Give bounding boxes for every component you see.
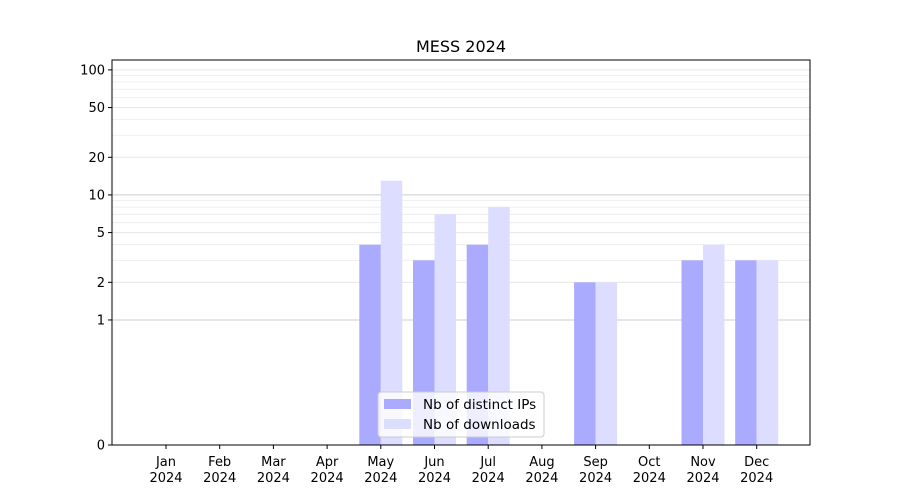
x-axis: Jan2024Feb2024Mar2024Apr2024May2024Jun20… xyxy=(149,445,773,486)
x-tick-label-year: 2024 xyxy=(311,471,344,486)
x-tick-label-year: 2024 xyxy=(740,471,773,486)
bar-distinct-ips xyxy=(681,260,703,445)
bar-downloads xyxy=(703,244,725,445)
x-tick-label-month: Nov xyxy=(690,455,716,470)
y-tick-label: 1 xyxy=(97,313,105,328)
grid xyxy=(112,69,810,446)
legend-label: Nb of downloads xyxy=(423,417,536,433)
x-tick-label-month: Mar xyxy=(261,455,286,470)
y-tick-label: 100 xyxy=(80,63,105,78)
x-tick-label-month: Oct xyxy=(638,455,660,470)
y-tick-label: 2 xyxy=(97,276,105,291)
x-tick-label-month: May xyxy=(367,455,394,470)
legend-label: Nb of distinct IPs xyxy=(423,397,536,413)
x-tick-label-month: Sep xyxy=(583,455,608,470)
x-tick-label-month: Dec xyxy=(744,455,769,470)
bar-downloads xyxy=(488,207,510,445)
legend-swatch xyxy=(384,419,411,429)
plot-area-frame xyxy=(111,59,811,446)
x-tick-label-year: 2024 xyxy=(525,471,558,486)
x-tick-label-month: Jul xyxy=(479,455,496,470)
bar-distinct-ips xyxy=(735,260,757,445)
x-tick-label-year: 2024 xyxy=(149,471,182,486)
y-axis: 0 1 2 5 10 20 50 100 xyxy=(80,63,112,454)
x-tick-label-year: 2024 xyxy=(418,471,451,486)
x-tick-label-year: 2024 xyxy=(579,471,612,486)
bar-downloads xyxy=(595,282,618,445)
legend-box xyxy=(377,391,545,438)
x-tick-label-year: 2024 xyxy=(472,471,505,486)
bar-downloads xyxy=(380,180,403,445)
x-tick-label-year: 2024 xyxy=(257,471,290,486)
legend: Nb of distinct IPs Nb of downloads xyxy=(377,391,545,438)
y-tick-label: 50 xyxy=(88,101,105,116)
x-tick-label-year: 2024 xyxy=(633,471,666,486)
x-tick-label-month: Jan xyxy=(155,455,176,470)
x-tick-label-month: Feb xyxy=(208,455,231,470)
x-tick-label-year: 2024 xyxy=(203,471,236,486)
bar-distinct-ips xyxy=(359,244,381,445)
x-tick-label-month: Aug xyxy=(529,455,554,470)
bar-distinct-ips xyxy=(574,282,596,445)
y-tick-label: 0 xyxy=(97,439,105,454)
x-tick-label-year: 2024 xyxy=(364,471,397,486)
bar-downloads xyxy=(756,260,779,445)
bar-downloads xyxy=(434,214,456,445)
legend-swatch xyxy=(384,399,411,409)
x-tick-label-year: 2024 xyxy=(686,471,719,486)
y-tick-label: 10 xyxy=(88,188,105,203)
y-tick-label: 5 xyxy=(97,226,105,241)
chart-title: MESS 2024 xyxy=(416,37,506,56)
x-tick-label-month: Apr xyxy=(316,455,339,470)
y-tick-label: 20 xyxy=(88,151,105,166)
x-tick-label-month: Jun xyxy=(423,455,444,470)
bars xyxy=(359,180,779,445)
